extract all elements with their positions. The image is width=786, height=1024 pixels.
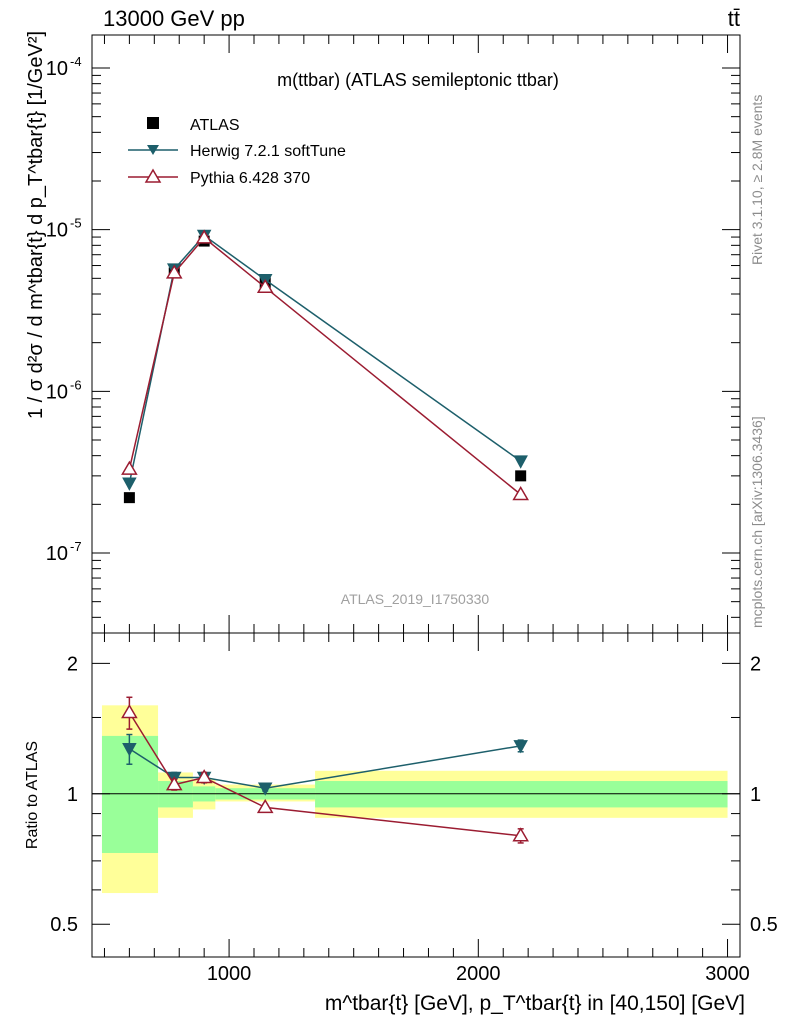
herwig-main-point xyxy=(513,455,528,469)
main-y-tick-label: 10 xyxy=(46,58,68,80)
data-series xyxy=(121,229,529,844)
ratio-y-tick-label-right: 0.5 xyxy=(750,914,778,936)
x-tick-label: 3000 xyxy=(705,963,750,985)
ratio-y-tick-label-right: 1 xyxy=(750,784,761,806)
ratio-y-axis-label: Ratio to ATLAS xyxy=(24,741,41,849)
ratio-frame xyxy=(91,632,741,958)
main-y-tick-exponent: -5 xyxy=(70,216,82,231)
pythia-ratio-point xyxy=(121,704,138,719)
pythia-ratio-point xyxy=(256,798,274,814)
atlas-point xyxy=(515,470,527,482)
pythia-main-point xyxy=(195,229,213,244)
energy-label: 13000 GeV pp xyxy=(103,6,245,31)
atlas-point xyxy=(123,492,135,504)
main-y-axis-label: 1 / σ d²σ / d m^tbar{t} d p_T^tbar{t} [1… xyxy=(25,31,47,419)
x-tick-label: 1000 xyxy=(207,963,252,985)
pythia-ratio-point xyxy=(165,776,183,791)
legend-label-herwig: Herwig 7.2.1 softTune xyxy=(190,143,346,160)
plot-title: m(ttbar) (ATLAS semileptonic ttbar) xyxy=(277,70,559,90)
herwig-ratio-point xyxy=(513,740,528,754)
pythia-ratio-point xyxy=(512,827,529,842)
legend-label-pythia: Pythia 6.428 370 xyxy=(190,170,310,187)
pythia-main-point xyxy=(165,264,183,279)
main-y-tick-label: 10 xyxy=(46,381,68,403)
mcplots-label: mcplots.cern.ch [arXiv:1306.3436] xyxy=(749,416,765,628)
pythia-main-line xyxy=(128,236,522,496)
ratio-y-tick-label: 1 xyxy=(67,784,78,806)
legend-marker-pythia xyxy=(144,168,162,183)
pythia-main-point xyxy=(256,278,274,294)
herwig-main-point xyxy=(122,477,137,491)
process-label: tt̄ xyxy=(728,6,740,31)
x-axis-label: m^tbar{t} [GeV], p_T^tbar{t} in [40,150]… xyxy=(325,992,745,1015)
x-tick-label: 2000 xyxy=(456,963,501,985)
main-y-tick-exponent: -6 xyxy=(70,377,82,392)
pythia-main-point xyxy=(121,460,138,475)
main-y-tick-exponent: -4 xyxy=(70,54,82,69)
rivet-label: Rivet 3.1.10, ≥ 2.8M events xyxy=(749,95,765,265)
herwig-ratio-point xyxy=(122,743,137,757)
legend-marker-herwig xyxy=(147,145,159,155)
main-y-tick-exponent: -7 xyxy=(70,539,82,554)
analysis-id: ATLAS_2019_I1750330 xyxy=(341,591,490,607)
axes-frames xyxy=(91,34,741,958)
main-y-tick-label: 10 xyxy=(46,220,68,242)
herwig-ratio-point xyxy=(257,782,273,796)
pythia-main-point xyxy=(512,486,529,501)
legend: ATLAS Herwig 7.2.1 softTune Pythia 6.428… xyxy=(128,117,346,187)
legend-marker-atlas xyxy=(147,117,159,129)
ratio-y-tick-label-right: 2 xyxy=(750,653,761,675)
main-y-tick-label: 10 xyxy=(46,543,68,565)
ratio-y-tick-label: 2 xyxy=(67,653,78,675)
ratio-y-tick-label: 0.5 xyxy=(50,914,78,936)
uncertainty-bands xyxy=(101,705,728,894)
pythia-ratio-point xyxy=(195,769,213,784)
legend-label-atlas: ATLAS xyxy=(190,117,240,134)
